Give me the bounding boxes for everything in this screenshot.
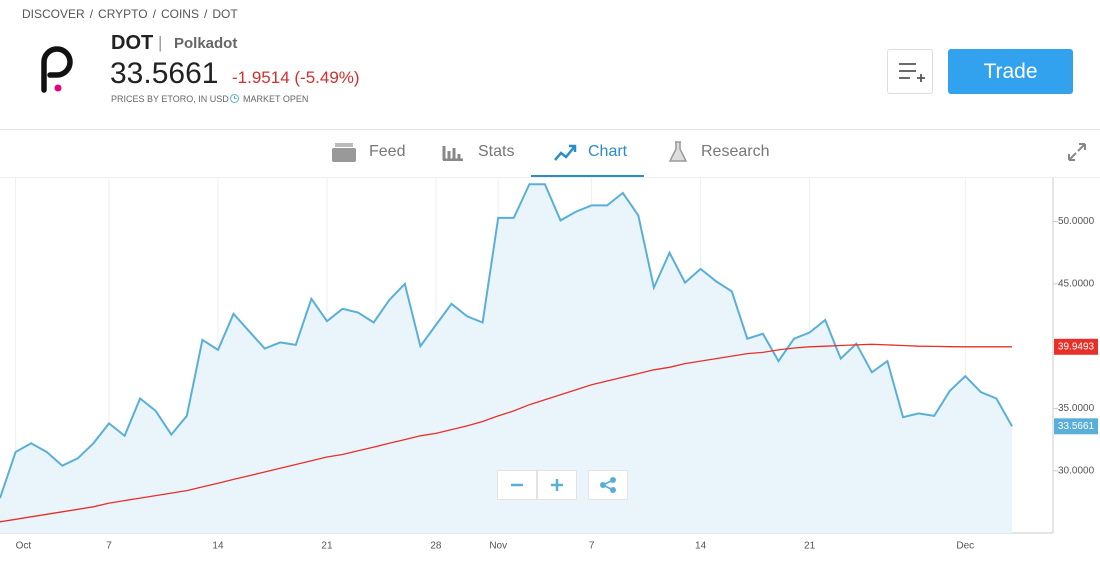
symbol: DOT — [111, 32, 154, 54]
tab[interactable]: Stats — [478, 143, 515, 160]
market-status: MARKET OPEN — [243, 94, 309, 104]
watchlist-button[interactable] — [887, 49, 933, 94]
x-tick-label: 28 — [430, 541, 442, 552]
crumb[interactable]: COINS — [160, 7, 199, 21]
value-label: 39.9493 — [1058, 341, 1095, 352]
x-tick-label: 14 — [212, 541, 224, 552]
share-icon — [600, 477, 616, 493]
divider — [0, 129, 1100, 130]
research-icon — [668, 141, 688, 162]
y-tick-label: 35.0000 — [1058, 403, 1095, 414]
area — [0, 184, 1012, 533]
x-tick-label: 14 — [695, 541, 707, 552]
crumb: DOT — [212, 7, 238, 21]
y-tick-label: 50.0000 — [1058, 216, 1095, 227]
price-source: PRICES BY ETORO, IN USD — [111, 94, 229, 104]
x-tick-label: Nov — [489, 541, 507, 552]
divider — [0, 177, 1100, 178]
plus-icon — [551, 479, 563, 491]
x-tick-label: 7 — [106, 541, 112, 552]
y-tick-label: 30.0000 — [1058, 465, 1095, 476]
x-tick-label: 21 — [804, 541, 816, 552]
value-label-box — [1054, 418, 1098, 435]
tab[interactable]: Research — [701, 143, 770, 160]
clock-icon — [230, 94, 239, 103]
x-tick-label: 7 — [589, 541, 595, 552]
trade-button[interactable]: Trade — [948, 49, 1073, 94]
list-icon — [899, 63, 925, 82]
instrument-name: Polkadot — [174, 35, 238, 52]
crumb[interactable]: DISCOVER — [22, 7, 85, 21]
tab-indicator — [531, 175, 644, 177]
expand-button[interactable] — [1066, 141, 1088, 163]
y-tick-label: 45.0000 — [1058, 279, 1095, 290]
separator: | — [158, 33, 163, 52]
tab[interactable]: Feed — [369, 143, 406, 160]
x-tick-label: Oct — [16, 541, 32, 552]
line — [0, 183, 1013, 499]
x-tick-label: 21 — [321, 541, 333, 552]
feed-icon — [332, 143, 356, 162]
value-label-box — [1054, 338, 1098, 355]
share-button[interactable] — [588, 470, 628, 500]
x-tick-label: Dec — [956, 541, 974, 552]
chart: Oct 7 14 21 28 Nov 7 14 21 Dec 30.0000 35.0000 45.00… — [0, 178, 1098, 552]
zoom-in-button[interactable] — [537, 470, 577, 500]
price-change: -1.9514 (-5.49%) — [232, 68, 360, 87]
chart-icon — [554, 144, 577, 161]
minus-icon — [511, 483, 523, 487]
logo — [41, 46, 73, 93]
line — [0, 343, 1012, 523]
price: 33.5661 — [110, 57, 219, 90]
tab[interactable]: Chart — [588, 143, 628, 160]
crumb[interactable]: CRYPTO — [98, 7, 148, 21]
zoom-out-button[interactable] — [497, 470, 537, 500]
value-label: 33.5661 — [1058, 421, 1095, 432]
breadcrumb: DISCOVER / CRYPTO / COINS / DOT — [22, 7, 238, 21]
stats-icon — [442, 146, 463, 161]
